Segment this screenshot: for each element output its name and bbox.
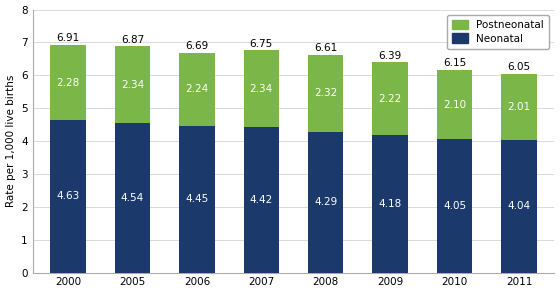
Text: 4.42: 4.42 (250, 195, 273, 205)
Text: 4.18: 4.18 (379, 199, 402, 209)
Bar (115, 123, 150, 272)
Text: 6.05: 6.05 (507, 62, 530, 72)
Bar (244, 127, 279, 272)
Text: 2.32: 2.32 (314, 88, 337, 98)
Text: 2.01: 2.01 (507, 102, 530, 112)
Text: 4.45: 4.45 (185, 195, 208, 205)
Text: 6.39: 6.39 (379, 50, 402, 61)
Text: 6.69: 6.69 (185, 41, 208, 51)
Bar (179, 53, 214, 126)
Bar (244, 50, 279, 127)
Text: 2.34: 2.34 (250, 84, 273, 94)
Text: 6.61: 6.61 (314, 43, 337, 53)
Bar (501, 74, 536, 140)
Text: 4.54: 4.54 (121, 193, 144, 203)
Text: 4.29: 4.29 (314, 197, 337, 207)
Text: 6.15: 6.15 (443, 58, 466, 68)
Bar (437, 70, 472, 139)
Bar (308, 55, 343, 132)
Text: 4.63: 4.63 (57, 191, 80, 202)
Text: 4.04: 4.04 (507, 201, 530, 211)
Bar (308, 132, 343, 272)
Bar (50, 45, 86, 120)
Text: 6.91: 6.91 (57, 33, 80, 43)
Text: 4.05: 4.05 (443, 201, 466, 211)
Y-axis label: Rate per 1,000 live births: Rate per 1,000 live births (6, 75, 16, 207)
Legend: Postneonatal, Neonatal: Postneonatal, Neonatal (447, 15, 549, 49)
Text: 2.10: 2.10 (443, 100, 466, 110)
Bar (372, 62, 408, 135)
Bar (372, 135, 408, 272)
Bar (437, 139, 472, 272)
Text: 2.24: 2.24 (185, 84, 208, 94)
Text: 2.28: 2.28 (57, 78, 80, 88)
Bar (179, 126, 214, 272)
Bar (115, 46, 150, 123)
Bar (50, 120, 86, 272)
Text: 2.22: 2.22 (379, 94, 402, 104)
Text: 2.34: 2.34 (121, 80, 144, 90)
Text: 6.87: 6.87 (121, 35, 144, 45)
Bar (501, 140, 536, 272)
Text: 6.75: 6.75 (250, 39, 273, 49)
